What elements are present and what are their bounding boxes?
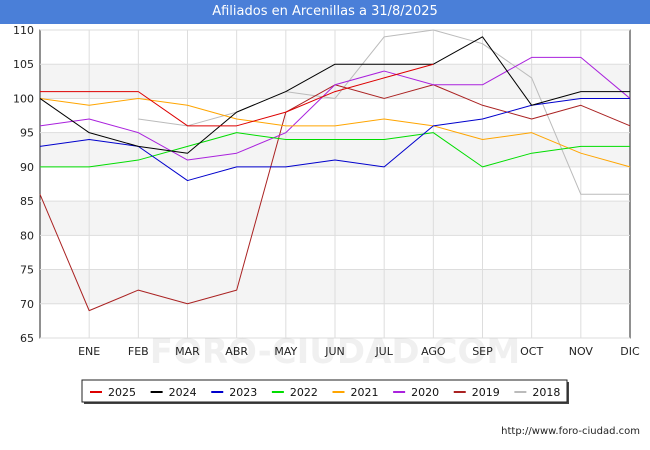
series-line-2022 (40, 132, 630, 168)
legend-label-2021: 2021 (351, 386, 379, 399)
source-url: http://www.foro-ciudad.com (501, 426, 640, 437)
legend-label-2019: 2019 (472, 386, 500, 399)
series-line-2020 (39, 56, 631, 161)
legend-label-2023: 2023 (229, 386, 257, 399)
x-tick-label: MAY (274, 345, 297, 358)
x-tick-label: JUN (324, 345, 345, 358)
x-tick-label: ENE (78, 345, 100, 358)
y-tick-label: 75 (20, 264, 34, 277)
x-tick-label: SEP (472, 345, 493, 358)
legend-box (81, 379, 568, 403)
x-tick-label: JUL (374, 345, 393, 358)
legend-label-2025: 2025 (108, 386, 136, 399)
x-tick-label: ABR (225, 345, 248, 358)
x-tick-label: AGO (421, 345, 446, 358)
series-line-2024 (39, 36, 630, 154)
y-tick-label: 65 (20, 332, 34, 345)
y-tick-label: 85 (20, 195, 34, 208)
series-line-2018 (138, 29, 630, 195)
y-tick-label: 95 (20, 127, 34, 140)
y-tick-label: 80 (20, 229, 34, 242)
series-line-2021 (39, 97, 631, 168)
x-tick-label: FEB (128, 345, 149, 358)
x-tick-label: DIC (620, 345, 640, 358)
legend-label-2022: 2022 (290, 386, 318, 399)
x-tick-label: OCT (520, 345, 543, 358)
series-line-2025 (40, 63, 434, 127)
legend-label-2018: 2018 (532, 386, 560, 399)
legend: 2025 2024 2023 2022 2021 2020 2019 2018 (81, 379, 569, 404)
y-tick-label: 110 (13, 24, 34, 37)
y-tick-label: 100 (13, 92, 34, 105)
x-tick-label: NOV (569, 345, 594, 358)
y-tick-label: 105 (13, 58, 34, 71)
y-tick-label: 70 (20, 298, 34, 311)
y-tick-label: 90 (20, 161, 34, 174)
watermark: FORO-CIUDAD.COM (150, 332, 521, 372)
chart-title: Afiliados en Arcenillas a 31/8/2025 (0, 0, 650, 24)
x-tick-label: MAR (175, 345, 200, 358)
legend-label-2020: 2020 (411, 386, 439, 399)
legend-label-2024: 2024 (169, 386, 197, 399)
